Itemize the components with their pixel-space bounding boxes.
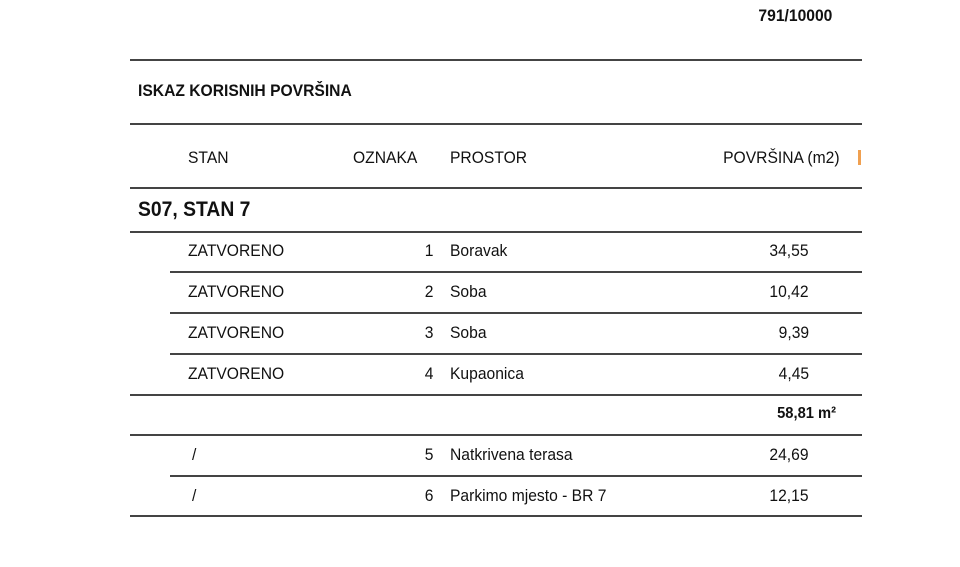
cell-stan: ZATVORENO xyxy=(188,282,285,301)
divider xyxy=(130,187,862,189)
cell-prostor: Soba xyxy=(450,323,487,342)
cell-prostor: Kupaonica xyxy=(450,364,524,383)
divider xyxy=(130,394,862,396)
subtotal: 58,81 m² xyxy=(777,405,836,422)
cell-prostor: Soba xyxy=(450,282,487,301)
divider xyxy=(170,475,862,477)
header-povrsina: POVRŠINA (m2) xyxy=(723,148,840,167)
cell-stan: / xyxy=(192,445,197,464)
cell-stan: ZATVORENO xyxy=(188,323,285,342)
cell-stan: ZATVORENO xyxy=(188,364,285,383)
unit-heading: S07, STAN 7 xyxy=(138,198,251,221)
divider xyxy=(170,271,862,273)
cell-oznaka: 1 xyxy=(424,241,433,260)
cell-stan: ZATVORENO xyxy=(188,241,285,260)
divider xyxy=(170,312,862,314)
orange-mark xyxy=(858,150,861,165)
table-title: ISKAZ KORISNIH POVRŠINA xyxy=(138,81,352,100)
cell-oznaka: 2 xyxy=(424,282,433,301)
cell-povrsina: 34,55 xyxy=(769,241,809,260)
cell-prostor: Boravak xyxy=(450,241,508,260)
cell-povrsina: 24,69 xyxy=(769,445,809,464)
cell-oznaka: 4 xyxy=(424,364,433,383)
cell-prostor: Natkrivena terasa xyxy=(450,445,573,464)
cell-povrsina: 4,45 xyxy=(778,364,809,383)
page-ratio: 791/10000 xyxy=(758,6,832,25)
cell-oznaka: 6 xyxy=(424,486,433,505)
divider xyxy=(170,353,862,355)
divider xyxy=(130,59,862,61)
cell-povrsina: 12,15 xyxy=(769,486,809,505)
divider xyxy=(130,231,862,233)
divider xyxy=(130,515,862,517)
header-oznaka: OZNAKA xyxy=(353,148,418,167)
header-stan: STAN xyxy=(188,148,229,167)
cell-stan: / xyxy=(192,486,197,505)
divider xyxy=(130,434,862,436)
cell-povrsina: 9,39 xyxy=(778,323,809,342)
divider xyxy=(130,123,862,125)
cell-povrsina: 10,42 xyxy=(769,282,809,301)
cell-prostor: Parkimo mjesto - BR 7 xyxy=(450,486,607,505)
header-prostor: PROSTOR xyxy=(450,148,528,167)
cell-oznaka: 3 xyxy=(424,323,433,342)
cell-oznaka: 5 xyxy=(424,445,433,464)
